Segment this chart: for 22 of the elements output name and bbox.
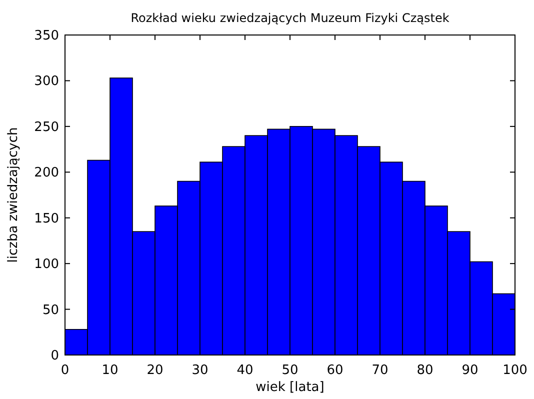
y-tick-label: 200 [34,166,59,181]
chart-title: Rozkład wieku zwiedzających Muzeum Fizyki Cząstek [130,11,450,25]
y-tick-label: 350 [34,28,59,44]
x-tick-label: 30 [192,363,208,378]
y-tick-label: 100 [34,257,59,272]
x-tick-label: 80 [416,363,434,378]
y-tick-label: 50 [42,302,59,318]
x-tick-label: 0 [60,363,70,378]
x-tick-label: 50 [282,363,298,378]
x-tick-label: 10 [102,363,118,378]
y-axis-title: liczba zwiedzających [6,127,21,263]
x-tick-label: 100 [502,363,528,378]
x-tick-label: 20 [146,363,164,378]
y-tick-label: 150 [34,211,59,226]
x-tick-label: 40 [236,363,254,378]
x-axis-title: wiek [lata] [256,380,324,395]
x-tick-label: 60 [326,363,344,378]
x-tick-label: 90 [462,363,478,378]
y-tick-label: 0 [50,348,59,364]
y-tick-label: 250 [34,120,59,135]
x-tick-label: 70 [372,363,388,378]
y-tick-label: 300 [34,74,59,90]
